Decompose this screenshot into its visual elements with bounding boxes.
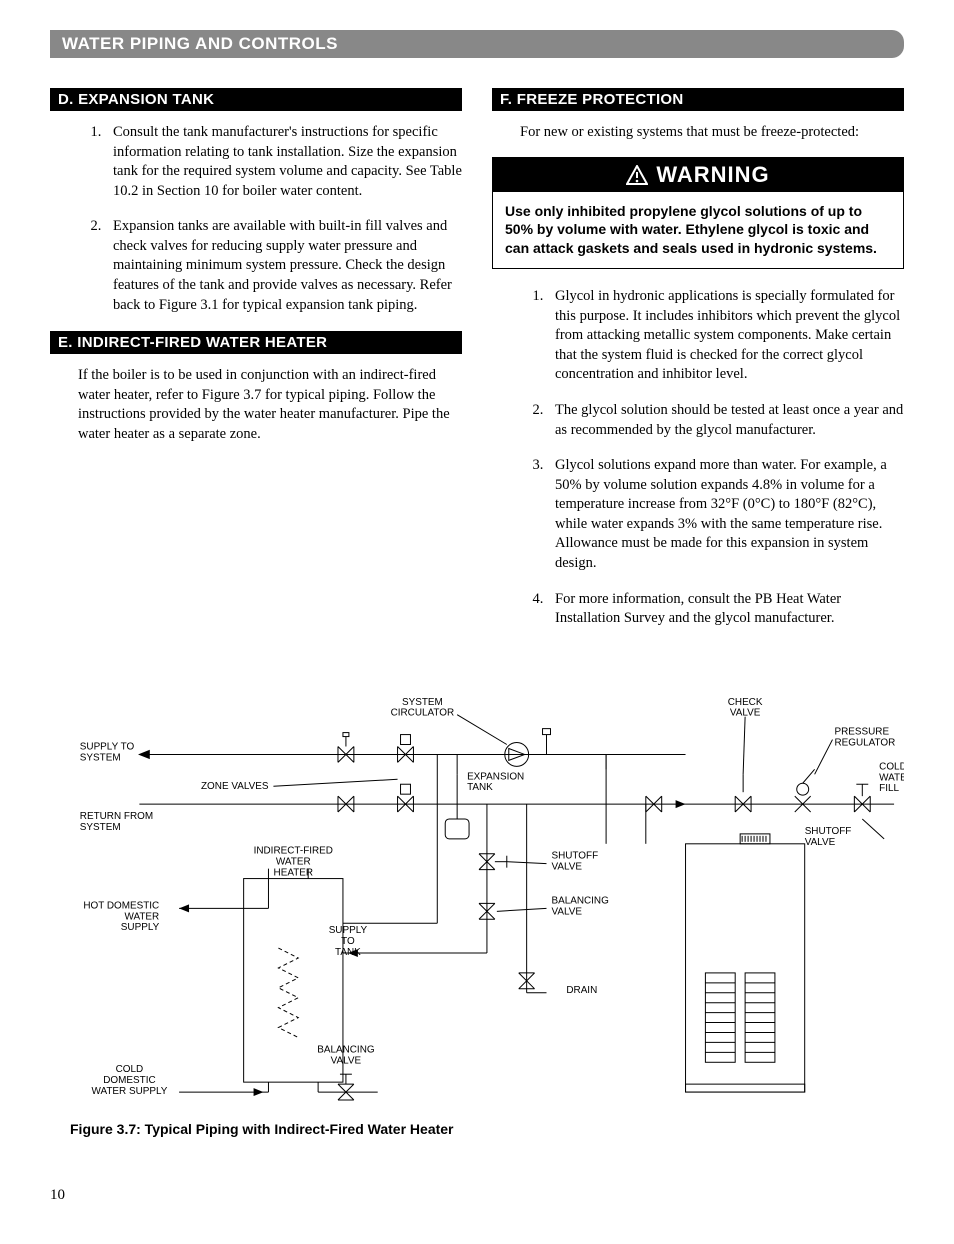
left-column: D. EXPANSION TANK Consult the tank manuf… bbox=[50, 88, 462, 645]
warning-body: Use only inhibited propylene glycol solu… bbox=[493, 192, 903, 269]
label-check-valve: CHECKVALVE bbox=[728, 696, 763, 718]
label-balancing-valve-1: BALANCINGVALVE bbox=[551, 895, 608, 917]
warning-icon bbox=[626, 165, 648, 185]
label-cold-water-fill: COLDWATERFILL bbox=[879, 761, 904, 794]
label-zone-valves: ZONE VALVES bbox=[201, 781, 269, 792]
section-e-body: If the boiler is to be used in conjuncti… bbox=[78, 366, 462, 444]
label-balancing-valve-2: BALANCINGVALVE bbox=[317, 1044, 374, 1066]
page-number: 10 bbox=[50, 1187, 904, 1204]
section-d-item: Expansion tanks are available with built… bbox=[105, 217, 462, 315]
label-shutoff-valve-1: SHUTOFFVALVE bbox=[805, 826, 852, 848]
figure-caption: Figure 3.7: Typical Piping with Indirect… bbox=[70, 1121, 904, 1137]
section-f-item: Glycol solutions expand more than water.… bbox=[547, 456, 904, 573]
label-return-from-system: RETURN FROMSYSTEM bbox=[80, 811, 153, 833]
label-drain: DRAIN bbox=[566, 984, 597, 995]
figure-area: SYSTEMCIRCULATOR CHECKVALVE PRESSUREREGU… bbox=[50, 675, 904, 1137]
label-supply-to-system: SUPPLY TOSYSTEM bbox=[80, 741, 135, 763]
warning-heading: WARNING bbox=[493, 158, 903, 192]
page-header: WATER PIPING AND CONTROLS bbox=[50, 30, 904, 58]
label-shutoff-valve-2: SHUTOFFVALVE bbox=[551, 850, 598, 872]
section-d-item: Consult the tank manufacturer's instruct… bbox=[105, 123, 462, 201]
section-f-title: F. FREEZE PROTECTION bbox=[492, 88, 904, 111]
warning-label: WARNING bbox=[656, 162, 769, 188]
label-pressure-regulator: PRESSUREREGULATOR bbox=[834, 726, 895, 748]
section-f-list: Glycol in hydronic applications is speci… bbox=[547, 287, 904, 628]
label-hot-domestic: HOT DOMESTICWATERSUPPLY bbox=[83, 900, 159, 933]
section-f-intro: For new or existing systems that must be… bbox=[520, 123, 904, 143]
section-f-item: The glycol solution should be tested at … bbox=[547, 401, 904, 440]
content-columns: D. EXPANSION TANK Consult the tank manuf… bbox=[50, 88, 904, 645]
warning-box: WARNING Use only inhibited propylene gly… bbox=[492, 157, 904, 270]
section-f-item: Glycol in hydronic applications is speci… bbox=[547, 287, 904, 385]
section-e-title: E. INDIRECT-FIRED WATER HEATER bbox=[50, 331, 462, 354]
right-column: F. FREEZE PROTECTION For new or existing… bbox=[492, 88, 904, 645]
label-system-circulator: SYSTEMCIRCULATOR bbox=[391, 696, 455, 718]
section-d-title: D. EXPANSION TANK bbox=[50, 88, 462, 111]
label-indirect-fired: INDIRECT-FIREDWATERHEATER bbox=[254, 845, 333, 878]
label-cold-domestic: COLDDOMESTICWATER SUPPLY bbox=[91, 1064, 167, 1097]
piping-diagram: SYSTEMCIRCULATOR CHECKVALVE PRESSUREREGU… bbox=[50, 675, 904, 1102]
label-expansion-tank: EXPANSIONTANK bbox=[467, 771, 524, 793]
section-f-item: For more information, consult the PB Hea… bbox=[547, 590, 904, 629]
section-d-list: Consult the tank manufacturer's instruct… bbox=[105, 123, 462, 315]
